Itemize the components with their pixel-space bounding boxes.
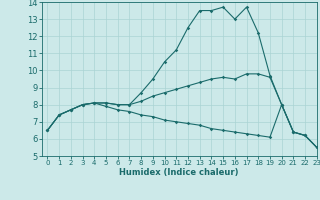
X-axis label: Humidex (Indice chaleur): Humidex (Indice chaleur) (119, 168, 239, 177)
